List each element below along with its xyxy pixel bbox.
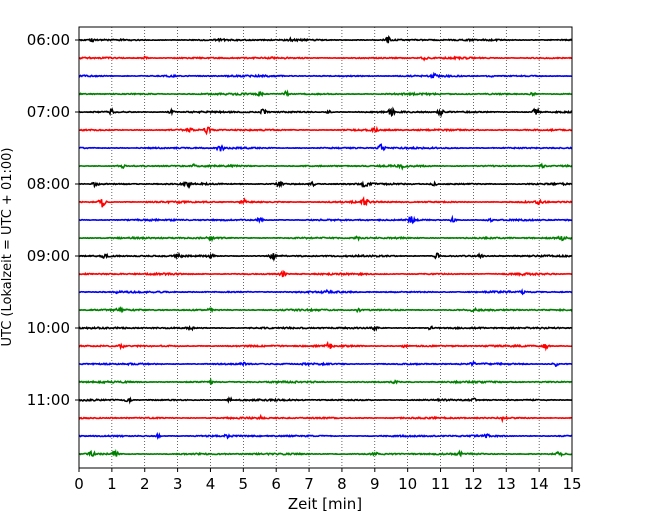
trace-0845	[78, 235, 573, 243]
trace-0600	[78, 34, 573, 44]
x-tick-label: 9	[370, 475, 380, 493]
trace-1100	[78, 396, 573, 405]
trace-0715	[78, 125, 573, 136]
x-tick-label: 2	[140, 475, 150, 493]
trace-1145	[78, 448, 573, 458]
trace-1115	[78, 413, 573, 424]
x-axis-ticks: 0 1 2 3 4 5 6 7 8 9 10 11 12 13 14 15	[74, 468, 582, 493]
trace-0745	[78, 162, 573, 171]
y-tick-label: 06:00	[27, 31, 70, 49]
x-tick-label: 0	[74, 475, 84, 493]
trace-0915	[78, 269, 573, 278]
trace-0945	[78, 305, 573, 314]
trace-1130	[78, 431, 573, 440]
plot-background	[79, 27, 572, 468]
x-axis-label: Zeit [min]	[288, 495, 362, 513]
y-axis-ticks: 06:00 07:00 08:00 09:00 10:00 11:00	[27, 31, 79, 409]
y-tick-label: 10:00	[27, 319, 70, 337]
x-tick-label: 1	[107, 475, 117, 493]
y-tick-label: 09:00	[27, 247, 70, 265]
trace-0830	[78, 214, 573, 225]
x-tick-label: 14	[530, 475, 549, 493]
traces	[78, 34, 573, 458]
trace-0900	[78, 251, 573, 262]
trace-1000	[78, 324, 573, 333]
trace-1045	[78, 377, 573, 385]
plot-frame	[78, 26, 573, 469]
x-tick-label: 3	[173, 475, 183, 493]
y-axis-label: UTC (Lokalzeit = UTC + 01:00)	[0, 148, 15, 347]
y-tick-label: 11:00	[27, 391, 70, 409]
x-tick-label: 10	[398, 475, 417, 493]
trace-0930	[78, 288, 573, 296]
x-tick-label: 8	[337, 475, 347, 493]
trace-0800	[78, 180, 573, 189]
trace-1015	[78, 340, 573, 352]
y-tick-label: 07:00	[27, 103, 70, 121]
x-tick-label: 6	[271, 475, 281, 493]
trace-0630	[78, 71, 572, 80]
x-tick-label: 12	[464, 475, 483, 493]
x-tick-label: 4	[206, 475, 216, 493]
trace-0645	[78, 89, 573, 98]
y-tick-label: 08:00	[27, 175, 70, 193]
x-tick-label: 5	[239, 475, 249, 493]
x-tick-label: 15	[562, 475, 581, 493]
trace-0730	[78, 143, 573, 152]
x-tick-label: 13	[497, 475, 516, 493]
trace-0700	[78, 106, 573, 118]
x-tick-label: 11	[431, 475, 450, 493]
x-tick-label: 7	[304, 475, 314, 493]
trace-0615	[78, 55, 573, 62]
trace-1030	[78, 360, 573, 368]
trace-0815	[78, 195, 573, 208]
